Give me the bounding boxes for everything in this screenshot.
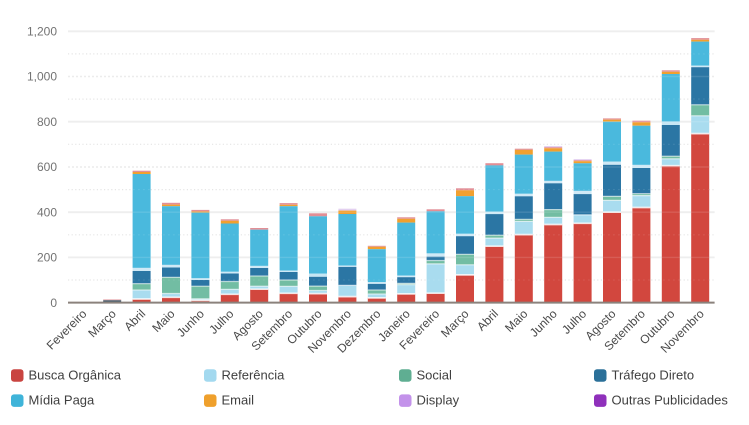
svg-text:600: 600 bbox=[37, 160, 57, 174]
svg-text:1,200: 1,200 bbox=[27, 25, 57, 39]
svg-text:1,000: 1,000 bbox=[27, 70, 57, 84]
svg-text:Mídia Paga: Mídia Paga bbox=[29, 393, 96, 408]
svg-text:0: 0 bbox=[50, 296, 57, 310]
svg-text:Tráfego Direto: Tráfego Direto bbox=[612, 368, 695, 383]
svg-text:Busca Orgânica: Busca Orgânica bbox=[29, 368, 122, 383]
svg-text:Outras Publicidades: Outras Publicidades bbox=[612, 393, 729, 408]
svg-text:800: 800 bbox=[37, 115, 57, 129]
svg-text:Referência: Referência bbox=[222, 368, 286, 383]
svg-text:Social: Social bbox=[417, 368, 453, 383]
svg-text:400: 400 bbox=[37, 205, 57, 219]
svg-text:Email: Email bbox=[222, 393, 255, 408]
svg-text:200: 200 bbox=[37, 251, 57, 265]
svg-text:Display: Display bbox=[417, 393, 460, 408]
